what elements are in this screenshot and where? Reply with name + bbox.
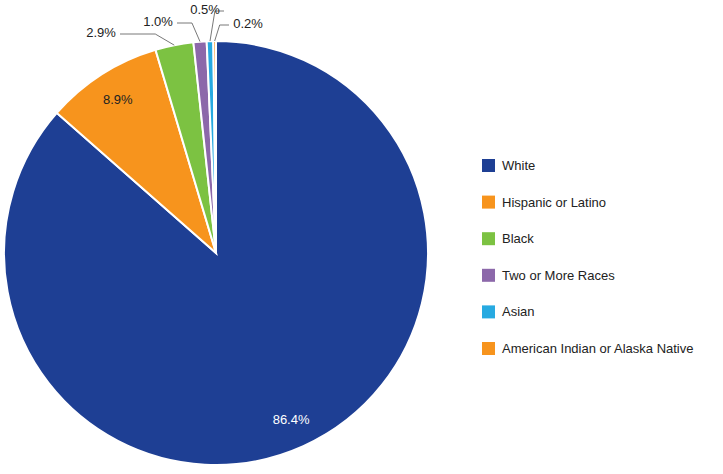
- legend-label: Asian: [502, 304, 535, 319]
- legend-label: Black: [502, 231, 534, 246]
- data-label: 8.9%: [103, 92, 133, 107]
- leader-line: [177, 23, 200, 42]
- data-label: 0.2%: [233, 16, 263, 31]
- data-label: 2.9%: [86, 25, 116, 40]
- legend-label: White: [502, 158, 535, 173]
- pie-slice: [4, 41, 428, 465]
- legend-swatch: [482, 159, 495, 172]
- pie-slice: [213, 41, 216, 253]
- data-label: 86.4%: [273, 412, 310, 427]
- data-label: 0.5%: [190, 2, 220, 17]
- chart: 86.4% 8.9% 2.9% 1.0% 0.5% 0.2% White Hispanic o…: [0, 0, 723, 474]
- leader-line: [215, 25, 229, 41]
- legend-swatch: [482, 305, 495, 318]
- data-label: 1.0%: [143, 14, 173, 29]
- legend-label: Hispanic or Latino: [502, 195, 606, 210]
- pie-slice: [207, 41, 216, 253]
- legend-swatch: [482, 342, 495, 355]
- data-labels: 86.4% 8.9% 2.9% 1.0% 0.5% 0.2%: [86, 2, 310, 427]
- legend-label: American Indian or Alaska Native: [502, 341, 693, 356]
- pie-slice: [193, 41, 216, 253]
- leader-line: [120, 34, 174, 45]
- legend: White Hispanic or Latino Black Two or More …: [482, 158, 693, 356]
- pie: [4, 41, 428, 465]
- legend-swatch: [482, 232, 495, 245]
- legend-swatch: [482, 196, 495, 209]
- legend-label: Two or More Races: [502, 268, 615, 283]
- legend-swatch: [482, 269, 495, 282]
